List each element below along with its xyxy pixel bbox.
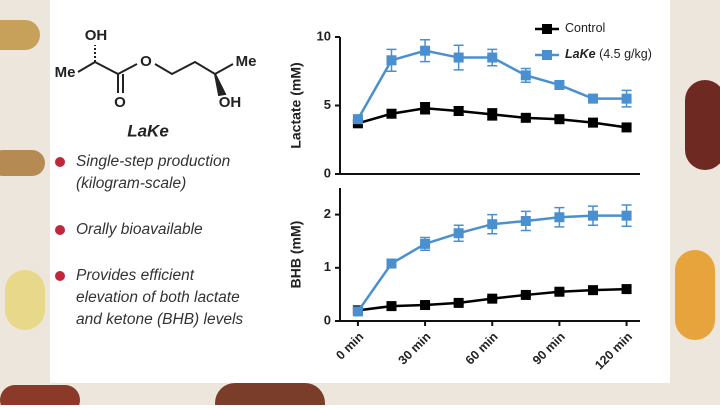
pill <box>685 80 720 170</box>
marker <box>352 114 363 125</box>
legend-name: Control <box>565 21 605 35</box>
marker <box>420 103 431 114</box>
y-tick-label: 0 <box>324 165 331 180</box>
marker <box>386 258 397 269</box>
y-tick-label: 1 <box>324 259 331 274</box>
marker <box>621 93 632 104</box>
marker <box>420 300 431 311</box>
marker <box>520 70 531 81</box>
atom-label: O <box>140 53 152 70</box>
bullet-text: elevation of both lactate <box>76 289 240 306</box>
compound-name: LaKe <box>127 121 169 140</box>
marker <box>554 212 565 223</box>
atom-label: OH <box>85 27 108 44</box>
y-axis-label: BHB (mM) <box>288 221 304 289</box>
marker <box>487 109 498 120</box>
marker <box>621 210 632 221</box>
marker <box>520 215 531 226</box>
atom-label: O <box>114 94 126 111</box>
marker <box>453 52 464 63</box>
marker <box>453 228 464 239</box>
pill <box>675 250 715 340</box>
legend-name: LaKe <box>565 47 596 61</box>
marker <box>420 238 431 249</box>
marker <box>587 117 598 128</box>
marker <box>386 55 397 66</box>
panel <box>50 0 670 383</box>
marker <box>587 285 598 296</box>
marker <box>420 45 431 56</box>
marker <box>487 293 498 304</box>
marker <box>520 289 531 300</box>
bullet-dot <box>55 271 65 281</box>
marker <box>520 112 531 123</box>
marker <box>487 219 498 230</box>
y-axis-label: Lactate (mM) <box>288 62 304 148</box>
pill <box>5 270 45 330</box>
legend-entry: LaKe (4.5 g/kg) <box>565 47 652 61</box>
marker <box>453 297 464 308</box>
marker <box>554 286 565 297</box>
y-tick-label: 10 <box>317 28 331 43</box>
atom-label: Me <box>55 64 76 81</box>
pill <box>0 150 45 176</box>
marker <box>587 210 598 221</box>
legend-marker <box>542 24 552 34</box>
marker <box>386 301 397 312</box>
bullet-dot <box>55 157 65 167</box>
marker <box>487 52 498 63</box>
marker <box>554 114 565 125</box>
pill <box>0 20 40 50</box>
legend-note: (4.5 g/kg) <box>599 47 652 61</box>
y-tick-label: 2 <box>324 206 331 221</box>
bullet-text: (kilogram-scale) <box>76 175 186 192</box>
pill <box>0 385 80 410</box>
bullet-text: Orally bioavailable <box>76 221 203 238</box>
atom-label: OH <box>219 94 242 111</box>
marker <box>621 122 632 133</box>
marker <box>621 284 632 295</box>
marker <box>352 306 363 317</box>
marker <box>453 105 464 116</box>
marker <box>554 79 565 90</box>
bullet-text: and ketone (BHB) levels <box>76 311 243 328</box>
y-tick-label: 0 <box>324 312 331 327</box>
y-tick-label: 5 <box>324 97 331 112</box>
pill <box>215 383 325 410</box>
legend-entry: Control <box>565 21 605 35</box>
legend-marker <box>542 50 552 60</box>
structure-bonds <box>77 45 234 97</box>
bullet-dot <box>55 225 65 235</box>
marker <box>587 93 598 104</box>
bullet-text: Provides efficient <box>76 267 195 284</box>
atom-label: Me <box>236 53 257 70</box>
bullet-text: Single-step production <box>76 153 230 170</box>
marker <box>386 108 397 119</box>
